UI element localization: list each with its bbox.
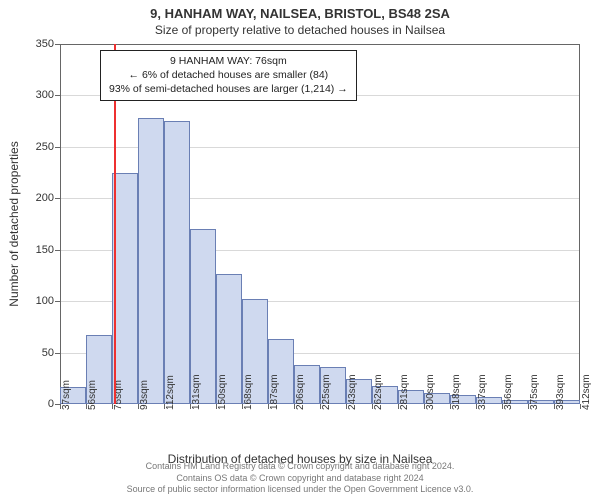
ytick-label: 150: [36, 244, 60, 256]
chart-title-line2: Size of property relative to detached ho…: [0, 21, 600, 37]
xtick-label: 300sqm: [425, 374, 436, 410]
xtick-label: 281sqm: [399, 374, 410, 410]
xtick-label: 393sqm: [555, 374, 566, 410]
annotation-box: 9 HANHAM WAY: 76sqm← 6% of detached hous…: [100, 50, 357, 101]
xtick-label: 37sqm: [61, 380, 72, 410]
xtick-label: 112sqm: [165, 375, 176, 410]
xtick-label: 206sqm: [295, 374, 306, 410]
xtick-label: 356sqm: [503, 374, 514, 410]
histogram-bar: [164, 121, 190, 404]
xtick-label: 131sqm: [191, 374, 202, 410]
xtick-label: 150sqm: [217, 374, 228, 410]
xtick-label: 375sqm: [529, 374, 540, 410]
histogram-bar: [138, 118, 164, 404]
annotation-line: 9 HANHAM WAY: 76sqm: [109, 54, 348, 68]
ytick-label: 250: [36, 141, 60, 153]
ytick-label: 100: [36, 295, 60, 307]
ytick-label: 200: [36, 192, 60, 204]
ytick-label: 0: [48, 398, 60, 410]
xtick-label: 56sqm: [87, 380, 98, 410]
xtick-label: 225sqm: [321, 374, 332, 410]
chart-plot-area: 05010015020025030035037sqm56sqm75sqm93sq…: [60, 44, 580, 404]
xtick-label: 412sqm: [581, 374, 592, 410]
ytick-label: 50: [42, 347, 60, 359]
xtick-label: 168sqm: [243, 374, 254, 410]
ytick-label: 300: [36, 89, 60, 101]
footer-line: Contains OS data © Crown copyright and d…: [0, 473, 600, 485]
chart-title-line1: 9, HANHAM WAY, NAILSEA, BRISTOL, BS48 2S…: [0, 0, 600, 21]
xtick-label: 318sqm: [451, 374, 462, 410]
xtick-label: 337sqm: [477, 374, 488, 410]
footer-line: Source of public sector information lice…: [0, 484, 600, 496]
annotation-line: ← 6% of detached houses are smaller (84): [109, 68, 348, 82]
xtick-label: 187sqm: [269, 374, 280, 410]
xtick-label: 262sqm: [373, 374, 384, 410]
xtick-label: 93sqm: [139, 380, 150, 410]
y-axis-label: Number of detached properties: [7, 141, 21, 306]
annotation-line: 93% of semi-detached houses are larger (…: [109, 82, 348, 96]
footer-attribution: Contains HM Land Registry data © Crown c…: [0, 461, 600, 496]
footer-line: Contains HM Land Registry data © Crown c…: [0, 461, 600, 473]
ytick-label: 350: [36, 38, 60, 50]
xtick-label: 243sqm: [347, 374, 358, 410]
